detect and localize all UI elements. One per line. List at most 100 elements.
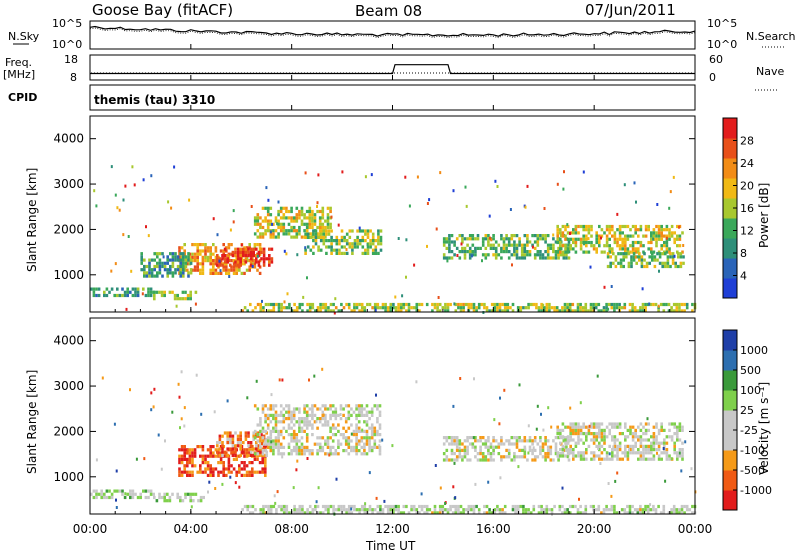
data-cell (670, 457, 673, 461)
data-cell (295, 213, 299, 217)
data-cell (634, 224, 637, 229)
data-cell (306, 232, 310, 236)
data-cell (376, 302, 380, 307)
data-cell (663, 244, 666, 248)
data-cell (313, 404, 317, 408)
data-cell (209, 448, 212, 452)
data-cell (308, 423, 312, 427)
data-cell (418, 309, 421, 313)
data-cell (585, 244, 588, 248)
data-cell (331, 426, 335, 430)
data-cell (379, 508, 382, 512)
data-cell (579, 457, 583, 461)
data-cell (545, 302, 549, 307)
data-cell (222, 243, 225, 247)
data-cell (535, 306, 538, 310)
data-cell (257, 263, 261, 267)
data-cell (274, 426, 278, 430)
data-cell (318, 216, 322, 220)
data-cell (295, 229, 299, 233)
data-cell (269, 309, 273, 313)
data-cell (487, 243, 490, 247)
data-cell (572, 422, 575, 426)
data-cell (481, 240, 485, 244)
data-cell (597, 302, 601, 307)
data-cell (446, 259, 449, 263)
data-cell (636, 511, 640, 515)
data-cell (566, 250, 570, 254)
data-cell (262, 306, 265, 310)
data-cell (311, 452, 314, 456)
data-cell (277, 420, 280, 424)
data-cell (216, 263, 219, 267)
data-cell (566, 448, 570, 452)
data-cell (126, 492, 129, 496)
data-cell (255, 379, 258, 383)
data-cell (603, 441, 606, 445)
data-cell (324, 404, 327, 408)
data-cell (350, 445, 353, 449)
data-cell (227, 246, 231, 250)
data-cell (319, 229, 323, 233)
data-cell (670, 231, 674, 235)
data-cell (655, 438, 658, 442)
data-cell (306, 309, 309, 313)
data-cell (672, 508, 676, 512)
data-cell (373, 439, 377, 443)
data-cell (311, 222, 314, 226)
data-cell (501, 309, 504, 313)
data-cell (377, 229, 380, 233)
data-cell (223, 260, 227, 264)
data-cell (290, 449, 293, 453)
data-cell (318, 407, 322, 411)
data-cell (308, 206, 312, 210)
data-cell (622, 255, 625, 259)
data-cell (261, 426, 265, 430)
data-cell (232, 467, 236, 471)
data-cell (488, 511, 491, 515)
data-cell (520, 250, 524, 254)
colorbar-swatch (723, 470, 737, 491)
data-cell (545, 504, 549, 509)
data-cell (631, 240, 635, 245)
data-cell (363, 309, 367, 313)
data-cell (287, 423, 291, 427)
data-cell (379, 242, 383, 246)
data-cell (279, 433, 283, 437)
data-cell (131, 287, 135, 291)
data-cell (253, 457, 257, 461)
data-cell (353, 504, 356, 509)
data-cell (269, 230, 272, 234)
data-cell (287, 442, 291, 446)
data-cell (193, 243, 197, 247)
data-cell (673, 444, 676, 448)
data-cell (335, 242, 339, 246)
data-cell (678, 428, 682, 432)
data-cell (678, 425, 682, 429)
data-cell (245, 470, 249, 474)
data-cell (282, 426, 286, 430)
data-cell (489, 442, 493, 446)
data-cell (206, 464, 210, 468)
data-cell (514, 511, 517, 515)
data-cell (326, 420, 330, 424)
data-cell (259, 442, 262, 446)
data-cell (614, 479, 617, 483)
data-cell (572, 454, 575, 458)
data-cell (365, 410, 369, 414)
data-cell (647, 228, 650, 232)
data-cell (314, 239, 318, 243)
data-cell (524, 447, 527, 451)
data-cell (306, 508, 309, 512)
data-cell (153, 264, 156, 269)
data-cell (155, 290, 159, 294)
data-cell (158, 261, 162, 265)
data-cell (358, 302, 361, 307)
data-cell (353, 306, 356, 310)
data-cell (300, 219, 304, 223)
data-cell (598, 234, 601, 238)
data-cell (313, 222, 317, 226)
data-cell (629, 228, 632, 232)
data-cell (541, 256, 545, 260)
data-cell (255, 254, 258, 258)
